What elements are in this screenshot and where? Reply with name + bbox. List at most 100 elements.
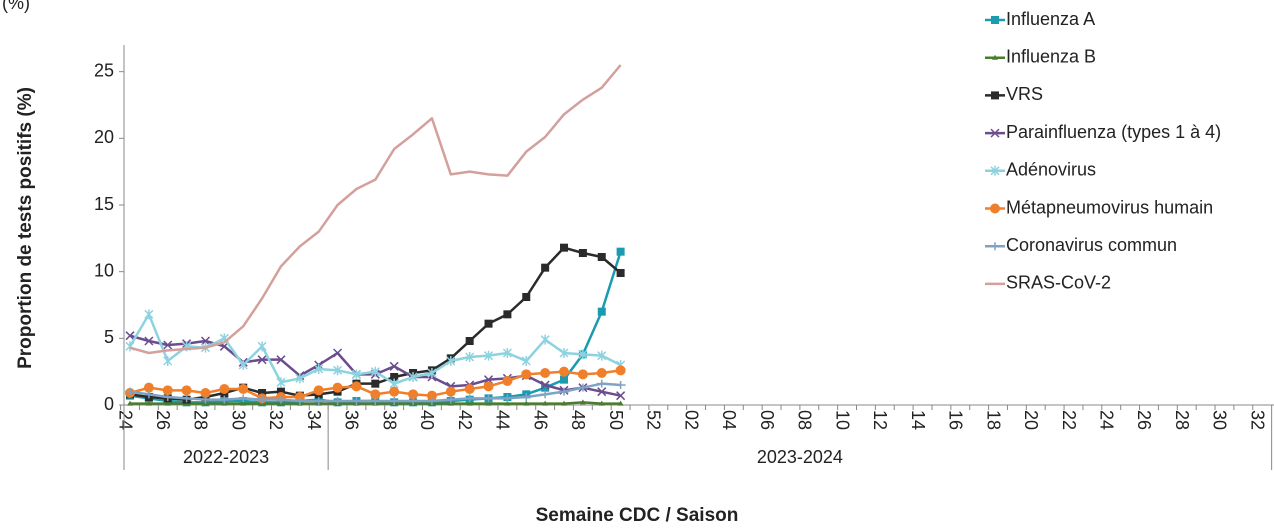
- data-point: [370, 389, 381, 400]
- data-point: [521, 356, 531, 366]
- data-point: [597, 387, 607, 397]
- y-tick-label: 20: [94, 127, 114, 147]
- x-tick-label: 30: [228, 410, 248, 430]
- data-point: [616, 269, 625, 277]
- data-point: [483, 381, 494, 392]
- data-point: [275, 395, 286, 404]
- legend-label: VRS: [1006, 84, 1043, 104]
- legend-marker: [990, 203, 1000, 214]
- data-point: [483, 394, 494, 403]
- data-point: [502, 394, 513, 403]
- data-point: [200, 395, 211, 404]
- data-point: [542, 400, 549, 406]
- data-point: [276, 387, 285, 396]
- legend-marker: [990, 242, 1000, 251]
- x-tick-label: 36: [342, 410, 362, 430]
- data-point: [615, 365, 626, 376]
- season-label: 2022-2023: [183, 447, 269, 467]
- data-point: [314, 364, 324, 374]
- legend-label: Métapneumovirus humain: [1006, 197, 1213, 217]
- data-point: [503, 310, 512, 319]
- data-point: [579, 399, 586, 405]
- x-tick-label: 44: [493, 410, 513, 430]
- x-tick-label: 32: [266, 410, 286, 430]
- x-tick-label: 28: [1172, 410, 1192, 430]
- data-point: [127, 400, 133, 406]
- data-point: [504, 400, 511, 406]
- data-point: [615, 381, 626, 389]
- data-point: [597, 350, 607, 361]
- x-tick-label: 42: [455, 410, 475, 430]
- x-tick-label: 08: [795, 410, 815, 430]
- data-point: [294, 397, 305, 405]
- data-point: [200, 388, 211, 398]
- data-point: [559, 348, 569, 358]
- data-point: [540, 334, 550, 345]
- data-point: [200, 336, 211, 346]
- data-point: [351, 397, 362, 405]
- x-tick-label: 50: [606, 410, 626, 430]
- data-point: [598, 400, 605, 406]
- data-point: [523, 400, 530, 406]
- data-point: [295, 373, 305, 384]
- data-point: [560, 243, 569, 252]
- data-point: [578, 349, 588, 360]
- data-point: [502, 376, 513, 386]
- legend-marker: [992, 54, 998, 60]
- data-point: [125, 341, 135, 352]
- legend-label: Influenza A: [1006, 9, 1095, 29]
- x-tick-label: 04: [719, 410, 739, 430]
- data-point: [464, 384, 475, 394]
- data-point: [597, 253, 606, 261]
- data-point: [596, 368, 607, 378]
- data-point: [465, 337, 474, 345]
- data-point: [389, 361, 399, 371]
- data-point: [389, 386, 400, 397]
- legend-label: Influenza B: [1006, 46, 1096, 66]
- data-point: [351, 369, 361, 380]
- data-point: [144, 309, 154, 320]
- x-tick-label: 28: [191, 410, 211, 430]
- data-point: [466, 400, 473, 406]
- data-point: [578, 249, 587, 257]
- data-point: [502, 348, 512, 358]
- x-tick-label: 30: [1210, 410, 1230, 430]
- x-tick-label: 12: [870, 410, 890, 430]
- y-tick-label: 25: [94, 60, 114, 80]
- data-point: [559, 387, 570, 396]
- x-tick-label: 26: [153, 410, 173, 430]
- data-point: [219, 395, 230, 404]
- data-point: [540, 380, 550, 390]
- data-point: [445, 386, 456, 397]
- y-tick-label: 10: [94, 260, 114, 280]
- data-point: [143, 382, 154, 393]
- data-point: [426, 390, 437, 401]
- data-point: [351, 381, 362, 392]
- data-point: [238, 394, 249, 403]
- data-point: [240, 400, 247, 406]
- data-point: [540, 390, 551, 399]
- data-point: [484, 319, 493, 328]
- data-point: [163, 356, 173, 366]
- x-tick-label: 26: [1134, 410, 1154, 430]
- data-point: [390, 373, 399, 381]
- data-point: [616, 247, 625, 256]
- y-tick-label: 15: [94, 194, 114, 214]
- data-point: [333, 365, 343, 376]
- data-point: [370, 397, 381, 405]
- data-point: [332, 382, 343, 393]
- data-point: [521, 369, 532, 380]
- data-point: [483, 350, 494, 361]
- data-point: [560, 375, 569, 384]
- data-point: [238, 384, 249, 394]
- data-point: [162, 393, 173, 401]
- data-point: [333, 348, 343, 358]
- data-point: [464, 394, 475, 403]
- data-point: [238, 360, 248, 370]
- data-point: [276, 355, 286, 365]
- data-point: [408, 372, 418, 382]
- data-point: [144, 336, 154, 346]
- data-point: [427, 368, 437, 378]
- data-point: [617, 400, 624, 406]
